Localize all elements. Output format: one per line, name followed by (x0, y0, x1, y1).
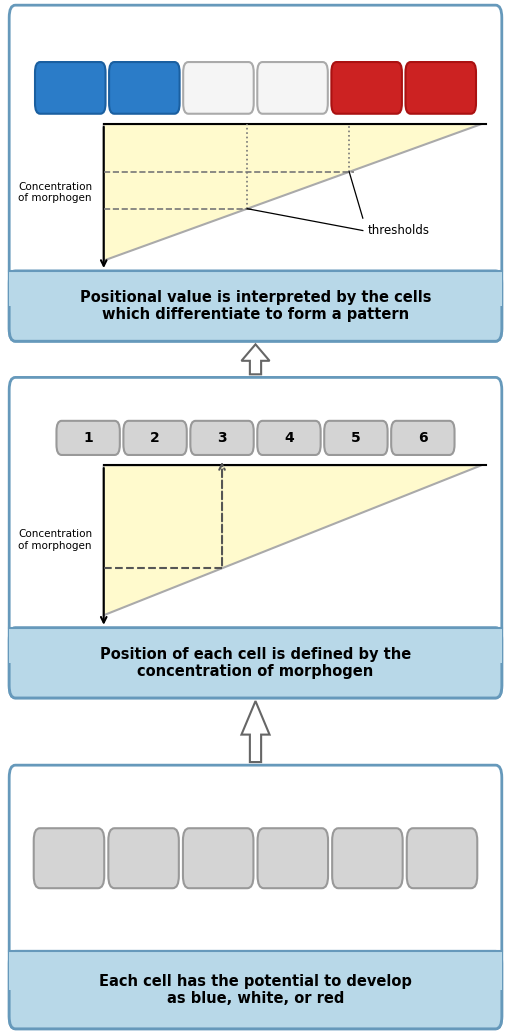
Bar (9, 951, 502, 991)
Text: thresholds: thresholds (368, 224, 430, 237)
FancyBboxPatch shape (9, 5, 502, 341)
Text: Position of each cell is defined by the
concentration of morphogen: Position of each cell is defined by the … (100, 646, 411, 679)
FancyBboxPatch shape (332, 828, 403, 888)
FancyBboxPatch shape (9, 951, 502, 1029)
Polygon shape (104, 124, 481, 261)
Bar (9, 271, 502, 306)
Text: Each cell has the potential to develop
as blue, white, or red: Each cell has the potential to develop a… (99, 974, 412, 1006)
Text: 3: 3 (217, 431, 227, 445)
FancyBboxPatch shape (109, 62, 180, 114)
Text: Concentration
of morphogen: Concentration of morphogen (18, 182, 92, 203)
FancyBboxPatch shape (56, 421, 120, 455)
Text: Positional value is interpreted by the cells
which differentiate to form a patte: Positional value is interpreted by the c… (80, 290, 431, 323)
Text: 4: 4 (284, 431, 294, 445)
FancyBboxPatch shape (391, 421, 455, 455)
FancyBboxPatch shape (257, 421, 321, 455)
FancyBboxPatch shape (331, 62, 402, 114)
FancyBboxPatch shape (35, 62, 105, 114)
FancyBboxPatch shape (183, 828, 253, 888)
Polygon shape (242, 344, 270, 374)
FancyBboxPatch shape (258, 828, 328, 888)
Bar (9, 628, 502, 663)
FancyBboxPatch shape (191, 421, 254, 455)
FancyBboxPatch shape (124, 421, 187, 455)
FancyBboxPatch shape (108, 828, 179, 888)
Text: 6: 6 (418, 431, 428, 445)
FancyBboxPatch shape (9, 765, 502, 1029)
Text: 2: 2 (150, 431, 160, 445)
Polygon shape (104, 465, 481, 615)
FancyBboxPatch shape (34, 828, 104, 888)
FancyBboxPatch shape (324, 421, 387, 455)
FancyBboxPatch shape (257, 62, 328, 114)
FancyBboxPatch shape (183, 62, 254, 114)
FancyBboxPatch shape (406, 62, 476, 114)
FancyBboxPatch shape (9, 377, 502, 698)
Text: Concentration
of morphogen: Concentration of morphogen (18, 529, 92, 551)
FancyBboxPatch shape (9, 628, 502, 698)
FancyBboxPatch shape (407, 828, 477, 888)
Text: 5: 5 (351, 431, 361, 445)
FancyBboxPatch shape (9, 271, 502, 341)
Text: 1: 1 (83, 431, 93, 445)
Polygon shape (242, 701, 270, 762)
